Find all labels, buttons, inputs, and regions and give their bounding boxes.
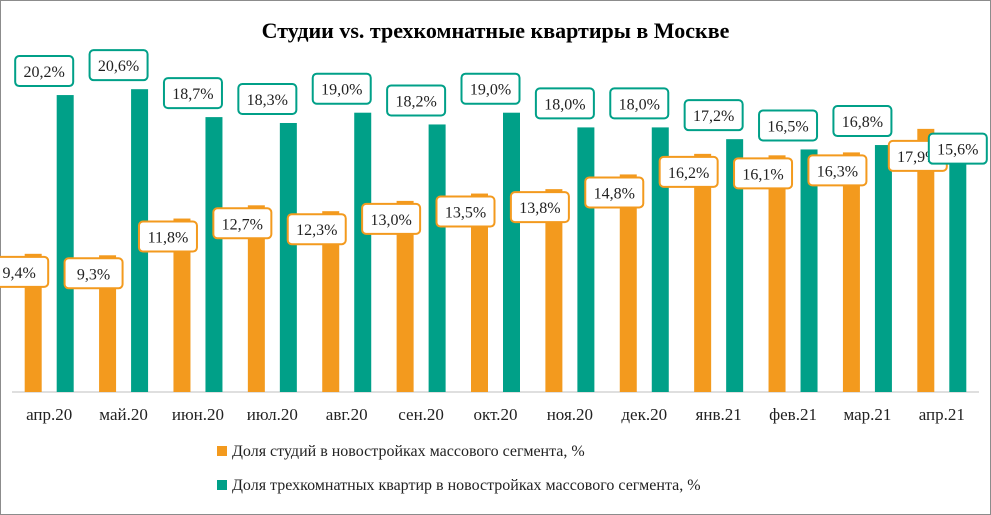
studio-bar	[694, 153, 712, 392]
studio-data-label-box	[137, 220, 198, 253]
three-room-bar	[279, 122, 297, 393]
three-room-data-label-box	[386, 84, 447, 117]
studio-bar	[322, 211, 340, 392]
three-room-data-label: 16,5%	[767, 118, 808, 135]
x-tick-label: апр.20	[26, 405, 72, 424]
studio-data-label: 13,0%	[370, 212, 411, 229]
studio-data-label-box	[435, 195, 496, 228]
studio-bar	[247, 205, 265, 392]
studio-data-label-box	[584, 176, 645, 209]
x-tick-label: дек.20	[621, 405, 667, 424]
three-room-data-label-box	[683, 99, 744, 132]
studio-data-label-box	[0, 255, 50, 288]
three-room-data-label: 19,0%	[321, 82, 362, 99]
three-room-bar	[428, 124, 446, 393]
three-room-bar	[874, 145, 892, 392]
three-room-data-label: 20,6%	[98, 58, 139, 75]
studio-data-label-box	[63, 257, 124, 290]
three-room-data-label: 17,2%	[693, 108, 734, 125]
legend-swatch-studio	[217, 446, 227, 456]
three-room-data-label: 15,6%	[937, 142, 978, 159]
x-tick-label: май.20	[99, 405, 148, 424]
studio-bar	[396, 200, 414, 392]
three-room-data-label-box	[88, 49, 149, 82]
studio-bar	[768, 155, 786, 392]
legend-label-studio: Доля студий в новостройках массового сег…	[232, 443, 585, 460]
x-tick-label: янв.21	[696, 405, 742, 424]
three-room-data-label-box	[460, 72, 521, 105]
studio-data-label: 13,8%	[519, 200, 560, 217]
studio-data-label: 12,3%	[296, 222, 337, 239]
studio-bar	[471, 193, 488, 392]
x-tick-label: окт.20	[474, 405, 518, 424]
three-room-bar	[577, 127, 595, 393]
three-room-bar	[205, 117, 223, 393]
studio-bar	[173, 218, 191, 392]
three-room-data-label-box	[758, 109, 819, 142]
chart-title: Студии vs. трехкомнатные квартиры в Моск…	[261, 18, 730, 43]
three-room-data-label: 18,2%	[395, 93, 436, 110]
three-room-data-label: 18,3%	[247, 92, 288, 109]
studio-data-label: 12,7%	[222, 216, 263, 233]
studio-data-label: 11,8%	[148, 230, 189, 247]
three-room-bar	[354, 112, 372, 392]
three-room-data-label-box	[832, 105, 893, 138]
studio-data-label-box	[733, 157, 794, 190]
studio-data-label: 16,3%	[817, 163, 858, 180]
studio-data-label-box	[807, 154, 868, 187]
studio-data-label: 13,5%	[445, 205, 486, 222]
legend-swatch-three-room	[217, 480, 227, 490]
three-room-data-label: 16,8%	[842, 114, 883, 131]
three-room-data-label-box	[609, 87, 670, 120]
studio-bar	[917, 128, 935, 392]
x-tick-label: июн.20	[172, 405, 224, 424]
studio-data-label-box	[286, 213, 347, 246]
studio-data-label: 9,3%	[77, 266, 110, 283]
studio-bar	[24, 253, 42, 392]
studio-data-label-box	[212, 207, 273, 240]
three-room-data-label-box	[14, 55, 75, 88]
studio-bar	[619, 174, 637, 392]
three-room-bar	[56, 95, 74, 392]
studio-data-label: 16,2%	[668, 165, 709, 182]
studio-data-label-box	[658, 155, 719, 188]
x-tick-label: апр.21	[919, 405, 965, 424]
three-room-data-label-box	[311, 72, 372, 105]
three-room-bar	[726, 139, 744, 392]
x-tick-label: сен.20	[398, 405, 444, 424]
three-room-data-label: 18,0%	[619, 96, 660, 113]
x-tick-label: мар.21	[843, 405, 891, 424]
three-room-data-label: 18,7%	[172, 86, 213, 103]
three-room-bar	[651, 127, 669, 393]
legend-label-three-room: Доля трехкомнатных квартир в новостройка…	[232, 477, 701, 494]
studio-bar	[545, 189, 563, 392]
three-room-bar	[949, 162, 967, 392]
studio-data-label-box	[509, 191, 570, 224]
studio-data-label: 14,8%	[594, 185, 635, 202]
three-room-bar	[503, 112, 520, 392]
studio-data-label: 16,1%	[742, 166, 783, 183]
studio-bar	[842, 152, 860, 392]
three-room-data-label: 19,0%	[470, 82, 511, 99]
three-room-data-label-box	[534, 87, 595, 120]
three-room-data-label-box	[162, 77, 223, 110]
three-room-data-label-box	[927, 132, 988, 165]
x-tick-label: ноя.20	[547, 405, 593, 424]
studio-data-label: 9,4%	[3, 265, 36, 282]
x-tick-label: фев.21	[769, 405, 817, 424]
studio-data-label-box	[361, 202, 422, 235]
x-tick-label: июл.20	[247, 405, 298, 424]
three-room-data-label: 18,0%	[544, 96, 585, 113]
three-room-data-label: 20,2%	[24, 64, 65, 81]
studio-bar	[99, 255, 117, 392]
three-room-data-label-box	[237, 82, 298, 115]
three-room-bar	[800, 149, 818, 392]
x-tick-label: авг.20	[326, 405, 368, 424]
